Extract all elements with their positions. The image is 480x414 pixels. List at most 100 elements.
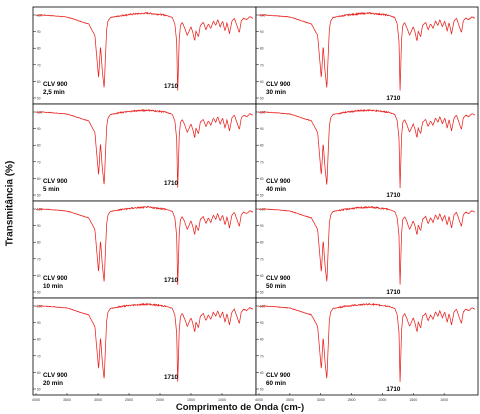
y-tick-label: 80 (37, 241, 41, 245)
y-tick-label: 50 (260, 388, 264, 392)
x-tick-label: 3000 (317, 398, 325, 402)
time-label: 2,5 min (43, 89, 65, 96)
x-tick-label: 2500 (125, 398, 133, 402)
time-label: 5 min (43, 186, 60, 193)
spectrum-line (258, 108, 476, 188)
time-label: 30 min (266, 89, 286, 96)
peak-label: 1710 (164, 83, 179, 90)
x-tick-label: 1000 (440, 398, 448, 402)
y-tick-label: 90 (260, 127, 264, 131)
x-tick-label: 1500 (409, 398, 417, 402)
sample-label: CLV 900 (43, 81, 68, 88)
sample-label: CLV 900 (43, 275, 68, 282)
spectrum-line (258, 302, 476, 382)
y-tick-label: 90 (37, 30, 41, 34)
x-tick-label: 4000 (32, 398, 40, 402)
y-axis-label: Transmitância (%) (4, 160, 16, 247)
time-label: 60 min (266, 380, 286, 387)
y-tick-label: 90 (260, 224, 264, 228)
y-tick-label: 70 (37, 257, 41, 261)
y-tick-label: 60 (260, 371, 264, 375)
y-tick-label: 50 (37, 97, 41, 101)
y-tick-label: 70 (37, 63, 41, 67)
y-tick-label: 60 (260, 274, 264, 278)
y-tick-label: 80 (260, 241, 264, 245)
spectrum-line (258, 11, 476, 91)
y-tick-label: 60 (37, 177, 41, 181)
spectrum-line (35, 302, 254, 382)
y-tick-label: 80 (37, 144, 41, 148)
y-tick-label: 60 (37, 274, 41, 278)
spectrum-line (35, 108, 254, 188)
x-tick-label: 1500 (187, 398, 195, 402)
sample-label: CLV 900 (266, 178, 291, 185)
y-tick-label: 80 (37, 338, 41, 342)
y-tick-label: 100 (260, 111, 266, 115)
y-tick-label: 50 (37, 194, 41, 198)
x-tick-label: 2000 (378, 398, 386, 402)
spectrum-line (258, 205, 476, 285)
y-tick-label: 100 (37, 305, 43, 309)
sample-label: CLV 900 (266, 81, 291, 88)
y-tick-label: 70 (260, 257, 264, 261)
y-tick-label: 80 (260, 47, 264, 51)
x-tick-label: 3000 (94, 398, 102, 402)
spectrum-line (35, 11, 254, 91)
y-tick-label: 50 (37, 388, 41, 392)
x-tick-label: 2000 (156, 398, 164, 402)
x-tick-label: 3500 (63, 398, 71, 402)
y-tick-label: 100 (37, 208, 43, 212)
panel-frame (32, 200, 257, 299)
x-tick-label: 1000 (218, 398, 226, 402)
y-tick-label: 70 (260, 63, 264, 67)
y-tick-label: 80 (37, 47, 41, 51)
y-tick-label: 50 (260, 291, 264, 295)
y-tick-label: 90 (37, 321, 41, 325)
y-tick-label: 80 (260, 144, 264, 148)
time-label: 20 min (43, 380, 63, 387)
x-tick-label: 3500 (286, 398, 294, 402)
y-tick-label: 90 (37, 127, 41, 131)
sample-label: CLV 900 (266, 372, 291, 379)
time-label: 10 min (43, 283, 63, 290)
x-tick-label: 2500 (348, 398, 356, 402)
y-tick-label: 60 (37, 80, 41, 84)
y-tick-label: 60 (37, 371, 41, 375)
y-tick-label: 50 (260, 97, 264, 101)
y-tick-label: 50 (260, 194, 264, 198)
sample-label: CLV 900 (43, 178, 68, 185)
y-tick-label: 80 (260, 338, 264, 342)
y-tick-label: 90 (260, 30, 264, 34)
peak-label: 1710 (386, 289, 401, 296)
peak-label: 1710 (164, 277, 179, 284)
y-tick-label: 70 (37, 160, 41, 164)
peak-label: 1710 (386, 95, 401, 102)
x-tick-label: 4000 (255, 398, 263, 402)
time-label: 50 min (266, 283, 286, 290)
time-label: 40 min (266, 186, 286, 193)
y-tick-label: 70 (37, 354, 41, 358)
y-tick-label: 70 (260, 160, 264, 164)
spectrum-line (35, 206, 254, 285)
peak-label: 1710 (164, 180, 179, 187)
x-axis-label: Comprimento de Onda (cm-) (175, 402, 305, 413)
y-tick-label: 70 (260, 354, 264, 358)
y-tick-label: 90 (37, 224, 41, 228)
sample-label: CLV 900 (266, 275, 291, 282)
sample-label: CLV 900 (43, 372, 68, 379)
y-tick-label: 50 (37, 291, 41, 295)
y-tick-label: 90 (260, 321, 264, 325)
y-tick-label: 60 (260, 177, 264, 181)
peak-label: 1710 (386, 386, 401, 393)
y-tick-label: 60 (260, 80, 264, 84)
peak-label: 1710 (386, 192, 401, 199)
